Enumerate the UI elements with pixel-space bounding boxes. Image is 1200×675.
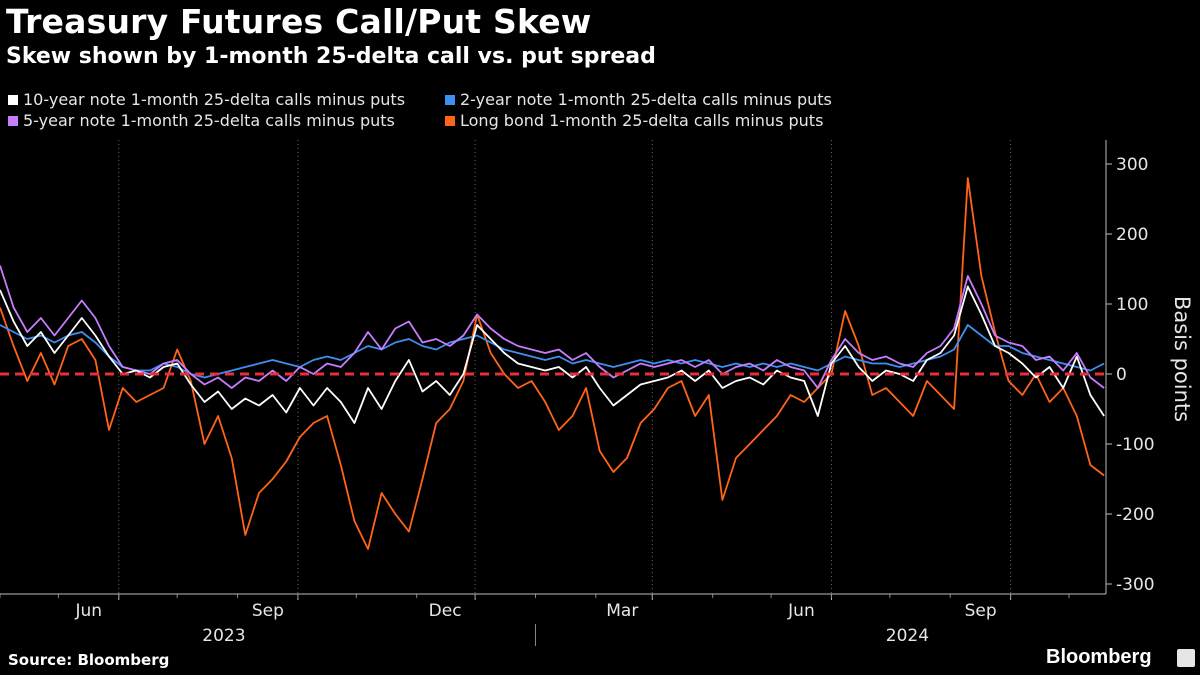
x-tick-label: Sep [965, 601, 997, 621]
legend-swatch-10y [8, 94, 18, 105]
series-line-2y [0, 324, 1105, 379]
series-line-5y [0, 265, 1105, 389]
legend-item-10y: 10-year note 1-month 25-delta calls minu… [8, 90, 405, 109]
legend-label-long-bond: Long bond 1-month 25-delta calls minus p… [460, 111, 824, 130]
legend-label-2y: 2-year note 1-month 25-delta calls minus… [460, 90, 832, 109]
x-year-label: 2023 [202, 626, 245, 646]
y-tick-label: 100 [1116, 295, 1148, 315]
y-tick-label: 200 [1116, 225, 1148, 245]
y-tick-label: -100 [1116, 435, 1155, 455]
y-axis-label: Basis points [1170, 296, 1194, 422]
legend-item-5y: 5-year note 1-month 25-delta calls minus… [8, 111, 395, 130]
x-tick-label: Dec [429, 601, 462, 621]
x-year-label: 2024 [886, 626, 929, 646]
y-tick-label: -200 [1116, 505, 1155, 525]
y-tick-label: -300 [1116, 575, 1155, 595]
legend-swatch-long-bond [445, 115, 455, 126]
legend-label-5y: 5-year note 1-month 25-delta calls minus… [23, 111, 395, 130]
y-tick-label: 0 [1116, 365, 1127, 385]
x-tick-label: Mar [606, 601, 638, 621]
bloomberg-chart-icon [1177, 649, 1195, 667]
source-note: Source: Bloomberg [8, 651, 170, 669]
legend-item-long-bond: Long bond 1-month 25-delta calls minus p… [445, 111, 823, 130]
chart-subtitle: Skew shown by 1-month 25-delta call vs. … [6, 44, 656, 69]
x-tick-label: Sep [252, 601, 284, 621]
y-tick-label: 300 [1116, 155, 1148, 175]
legend-swatch-2y [445, 94, 455, 105]
chart-title: Treasury Futures Call/Put Skew [6, 2, 592, 41]
x-tick-label: Jun [74, 601, 102, 621]
series-line-10y [0, 285, 1105, 424]
series-line-long-bond [0, 177, 1105, 550]
x-tick-label: Jun [787, 601, 815, 621]
legend-item-2y: 2-year note 1-month 25-delta calls minus… [445, 90, 832, 109]
bloomberg-logo: Bloomberg [1046, 646, 1152, 668]
legend-swatch-5y [8, 115, 18, 126]
legend-label-10y: 10-year note 1-month 25-delta calls minu… [23, 90, 406, 109]
